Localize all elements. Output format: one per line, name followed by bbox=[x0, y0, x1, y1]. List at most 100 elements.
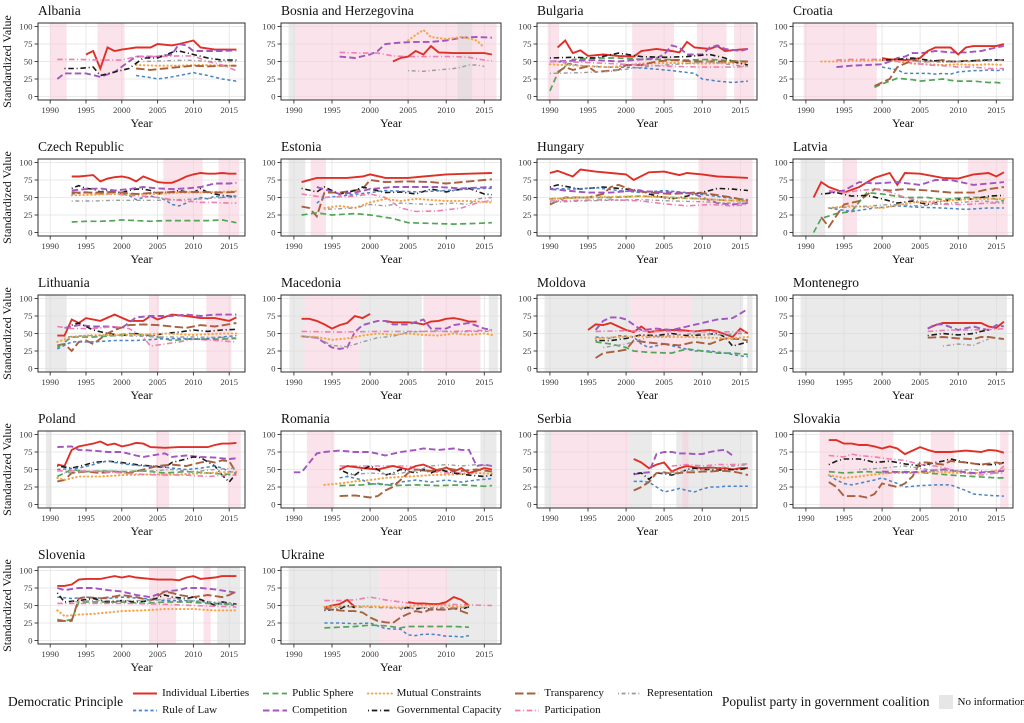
series-line-representation bbox=[912, 59, 1004, 63]
svg-text:0: 0 bbox=[527, 500, 532, 510]
coalition-band-yes bbox=[304, 295, 360, 372]
svg-text:1990: 1990 bbox=[41, 241, 59, 251]
svg-text:0: 0 bbox=[527, 364, 532, 374]
svg-text:50: 50 bbox=[779, 57, 788, 67]
series-line-representation bbox=[408, 64, 485, 73]
svg-text:25: 25 bbox=[24, 210, 33, 220]
svg-text:2015: 2015 bbox=[732, 377, 750, 387]
svg-text:2005: 2005 bbox=[399, 105, 417, 115]
svg-text:25: 25 bbox=[267, 482, 276, 492]
svg-text:25: 25 bbox=[24, 618, 33, 628]
series-line-competition bbox=[594, 308, 749, 331]
y-axis: 0 25 50 75 100 bbox=[518, 430, 537, 510]
series-line-rule-of-law bbox=[135, 71, 237, 82]
svg-text:1990: 1990 bbox=[41, 513, 59, 523]
y-axis-title: Standardized Value bbox=[0, 287, 14, 380]
svg-text:0: 0 bbox=[28, 92, 33, 102]
svg-text:25: 25 bbox=[779, 74, 788, 84]
svg-text:0: 0 bbox=[28, 500, 33, 510]
svg-text:1995: 1995 bbox=[77, 513, 95, 523]
y-axis-title: Standardized Value bbox=[0, 15, 14, 108]
legend-key-governmental-capacity-icon bbox=[367, 709, 392, 711]
series-line-mutual-constraints bbox=[548, 195, 749, 203]
series-line-transparency bbox=[324, 607, 470, 624]
svg-text:2005: 2005 bbox=[911, 105, 929, 115]
series-line-mutual-constraints bbox=[594, 335, 749, 340]
x-axis-title: Year bbox=[130, 660, 152, 674]
svg-text:1995: 1995 bbox=[579, 513, 597, 523]
series-line-representation bbox=[324, 196, 492, 211]
svg-text:2015: 2015 bbox=[476, 377, 494, 387]
svg-text:75: 75 bbox=[267, 175, 276, 185]
svg-text:1995: 1995 bbox=[77, 377, 95, 387]
svg-text:2005: 2005 bbox=[911, 241, 929, 251]
svg-text:2000: 2000 bbox=[113, 105, 131, 115]
svg-text:2010: 2010 bbox=[949, 513, 967, 523]
panel-title: Serbia bbox=[537, 411, 572, 426]
svg-text:25: 25 bbox=[779, 482, 788, 492]
legend-entry-individual-liberties: Individual Liberties bbox=[132, 687, 249, 699]
panel-serbia: 1990 1995 2000 2005 2010 2015 0 25 50 75 100 Serbia… bbox=[518, 411, 758, 538]
panel-title: Montenegro bbox=[793, 275, 859, 290]
x-axis-title: Year bbox=[892, 116, 914, 130]
x-axis-title: Year bbox=[380, 524, 402, 538]
x-axis: 1990 1995 2000 2005 2010 2015 bbox=[797, 100, 1006, 115]
svg-text:50: 50 bbox=[779, 329, 788, 339]
svg-text:50: 50 bbox=[267, 601, 276, 611]
coalition-band-no_information bbox=[359, 295, 422, 372]
coalition-band-no_information bbox=[457, 23, 473, 100]
svg-text:1995: 1995 bbox=[835, 377, 853, 387]
x-axis-title: Year bbox=[636, 388, 658, 402]
svg-text:25: 25 bbox=[779, 346, 788, 356]
svg-text:2005: 2005 bbox=[911, 377, 929, 387]
series-line-governmental-capacity bbox=[301, 186, 492, 196]
svg-text:2005: 2005 bbox=[149, 513, 167, 523]
legend-entry-governmental-capacity: Governmental Capacity bbox=[367, 704, 502, 716]
panel-montenegro: 1990 1995 2000 2005 2010 2015 0 25 50 75 100 Monten… bbox=[774, 275, 1014, 402]
svg-text:100: 100 bbox=[262, 294, 276, 304]
series-line-individual-liberties bbox=[71, 172, 237, 184]
series-line-rule-of-law bbox=[71, 191, 237, 207]
series-line-individual-liberties bbox=[828, 439, 1005, 456]
series-line-public-sphere bbox=[56, 332, 237, 349]
series-line-individual-liberties bbox=[407, 596, 470, 607]
svg-text:1995: 1995 bbox=[323, 649, 341, 659]
legend-entry-competition: Competition bbox=[262, 704, 353, 716]
svg-text:100: 100 bbox=[774, 22, 788, 32]
svg-text:100: 100 bbox=[262, 22, 276, 32]
svg-text:2000: 2000 bbox=[113, 377, 131, 387]
y-axis: 0 25 50 75 100 bbox=[19, 158, 38, 238]
series-line-competition bbox=[836, 45, 1005, 69]
series-line-transparency bbox=[301, 178, 492, 219]
series-line-competition bbox=[301, 318, 493, 350]
svg-text:2010: 2010 bbox=[437, 105, 455, 115]
series-line-individual-liberties bbox=[57, 575, 237, 587]
panel-title: Croatia bbox=[793, 3, 833, 18]
series-line-representation bbox=[71, 196, 237, 202]
svg-text:75: 75 bbox=[779, 39, 788, 49]
x-axis: 1990 1995 2000 2005 2010 2015 bbox=[285, 236, 494, 251]
svg-text:2010: 2010 bbox=[437, 377, 455, 387]
series-line-mutual-constraints bbox=[323, 197, 493, 210]
legend-entry-label: Participation bbox=[544, 704, 601, 716]
svg-text:1990: 1990 bbox=[285, 513, 303, 523]
series-line-governmental-capacity bbox=[821, 191, 1004, 206]
x-axis: 1990 1995 2000 2005 2010 2015 bbox=[285, 372, 494, 387]
x-axis: 1990 1995 2000 2005 2010 2015 bbox=[285, 100, 494, 115]
panel-title: Ukraine bbox=[281, 547, 324, 562]
svg-text:50: 50 bbox=[24, 601, 33, 611]
series-line-participation bbox=[301, 329, 492, 333]
legend-entry-label: Transparency bbox=[544, 687, 604, 699]
svg-text:25: 25 bbox=[523, 482, 532, 492]
svg-text:2005: 2005 bbox=[149, 649, 167, 659]
series-line-participation bbox=[836, 58, 1004, 70]
svg-text:2000: 2000 bbox=[873, 513, 891, 523]
series-line-public-sphere bbox=[57, 601, 237, 622]
svg-text:50: 50 bbox=[267, 193, 276, 203]
svg-text:2000: 2000 bbox=[361, 105, 379, 115]
legend-entry-label: Governmental Capacity bbox=[396, 704, 502, 716]
panel-macedonia: 1990 1995 2000 2005 2010 2015 0 25 50 75 100 Macedo… bbox=[262, 275, 502, 402]
y-axis: 0 25 50 75 100 bbox=[19, 22, 38, 102]
svg-text:100: 100 bbox=[518, 158, 532, 168]
y-axis: 0 25 50 75 100 bbox=[774, 22, 793, 102]
